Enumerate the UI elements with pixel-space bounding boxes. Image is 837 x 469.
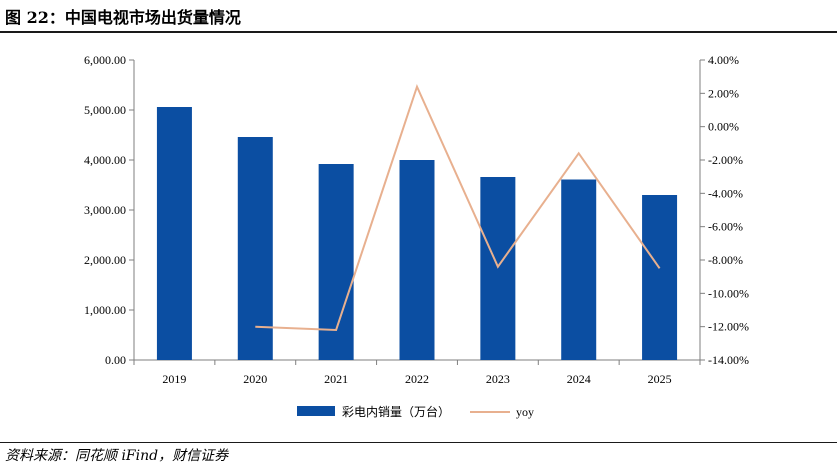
x-tick-label: 2020 — [243, 372, 267, 386]
legend-label-bar: 彩电内销量（万台） — [342, 404, 450, 419]
figure-title: 图 22：中国电视市场出货量情况 — [5, 8, 241, 27]
right-tick-label: -14.00% — [708, 353, 749, 367]
yoy-line — [255, 83, 661, 332]
right-tick-label: -8.00% — [708, 253, 743, 267]
right-tick-label: -6.00% — [708, 220, 743, 234]
right-tick-label: -2.00% — [708, 153, 743, 167]
bar — [561, 179, 597, 360]
left-tick-label: 6,000.00 — [84, 53, 126, 67]
right-tick-label: -10.00% — [708, 286, 749, 300]
legend-swatch-bar — [297, 406, 335, 416]
title-rule — [0, 31, 837, 33]
legend-label-line: yoy — [516, 405, 534, 419]
x-tick-label: 2021 — [324, 372, 348, 386]
left-tick-label: 3,000.00 — [84, 203, 126, 217]
x-tick-label: 2024 — [567, 372, 591, 386]
left-tick-label: 5,000.00 — [84, 103, 126, 117]
x-tick-label: 2025 — [648, 372, 672, 386]
bar — [480, 177, 516, 360]
x-tick-label: 2023 — [486, 372, 510, 386]
chart-area: 0.00 1,000.00 2,000.00 3,000.00 4,000.00 5,00… — [84, 53, 749, 419]
left-tick-label: 1,000.00 — [84, 303, 126, 317]
left-tick-label: 0.00 — [105, 353, 126, 367]
left-tick-label: 2,000.00 — [84, 253, 126, 267]
bar — [642, 195, 678, 360]
bar — [156, 107, 192, 360]
right-tick-label: -4.00% — [708, 186, 743, 200]
right-tick-label: 2.00% — [708, 86, 739, 100]
x-tick-label: 2022 — [405, 372, 429, 386]
source-rule — [0, 442, 837, 443]
x-tick-label: 2019 — [162, 372, 186, 386]
right-tick-label: 0.00% — [708, 120, 739, 134]
right-tick-label: 4.00% — [708, 53, 739, 67]
bar — [399, 160, 435, 360]
right-tick-label: -12.00% — [708, 320, 749, 334]
left-tick-label: 4,000.00 — [84, 153, 126, 167]
source-note: 资料来源：同花顺 iFind，财信证券 — [5, 448, 229, 464]
bar — [237, 137, 273, 360]
